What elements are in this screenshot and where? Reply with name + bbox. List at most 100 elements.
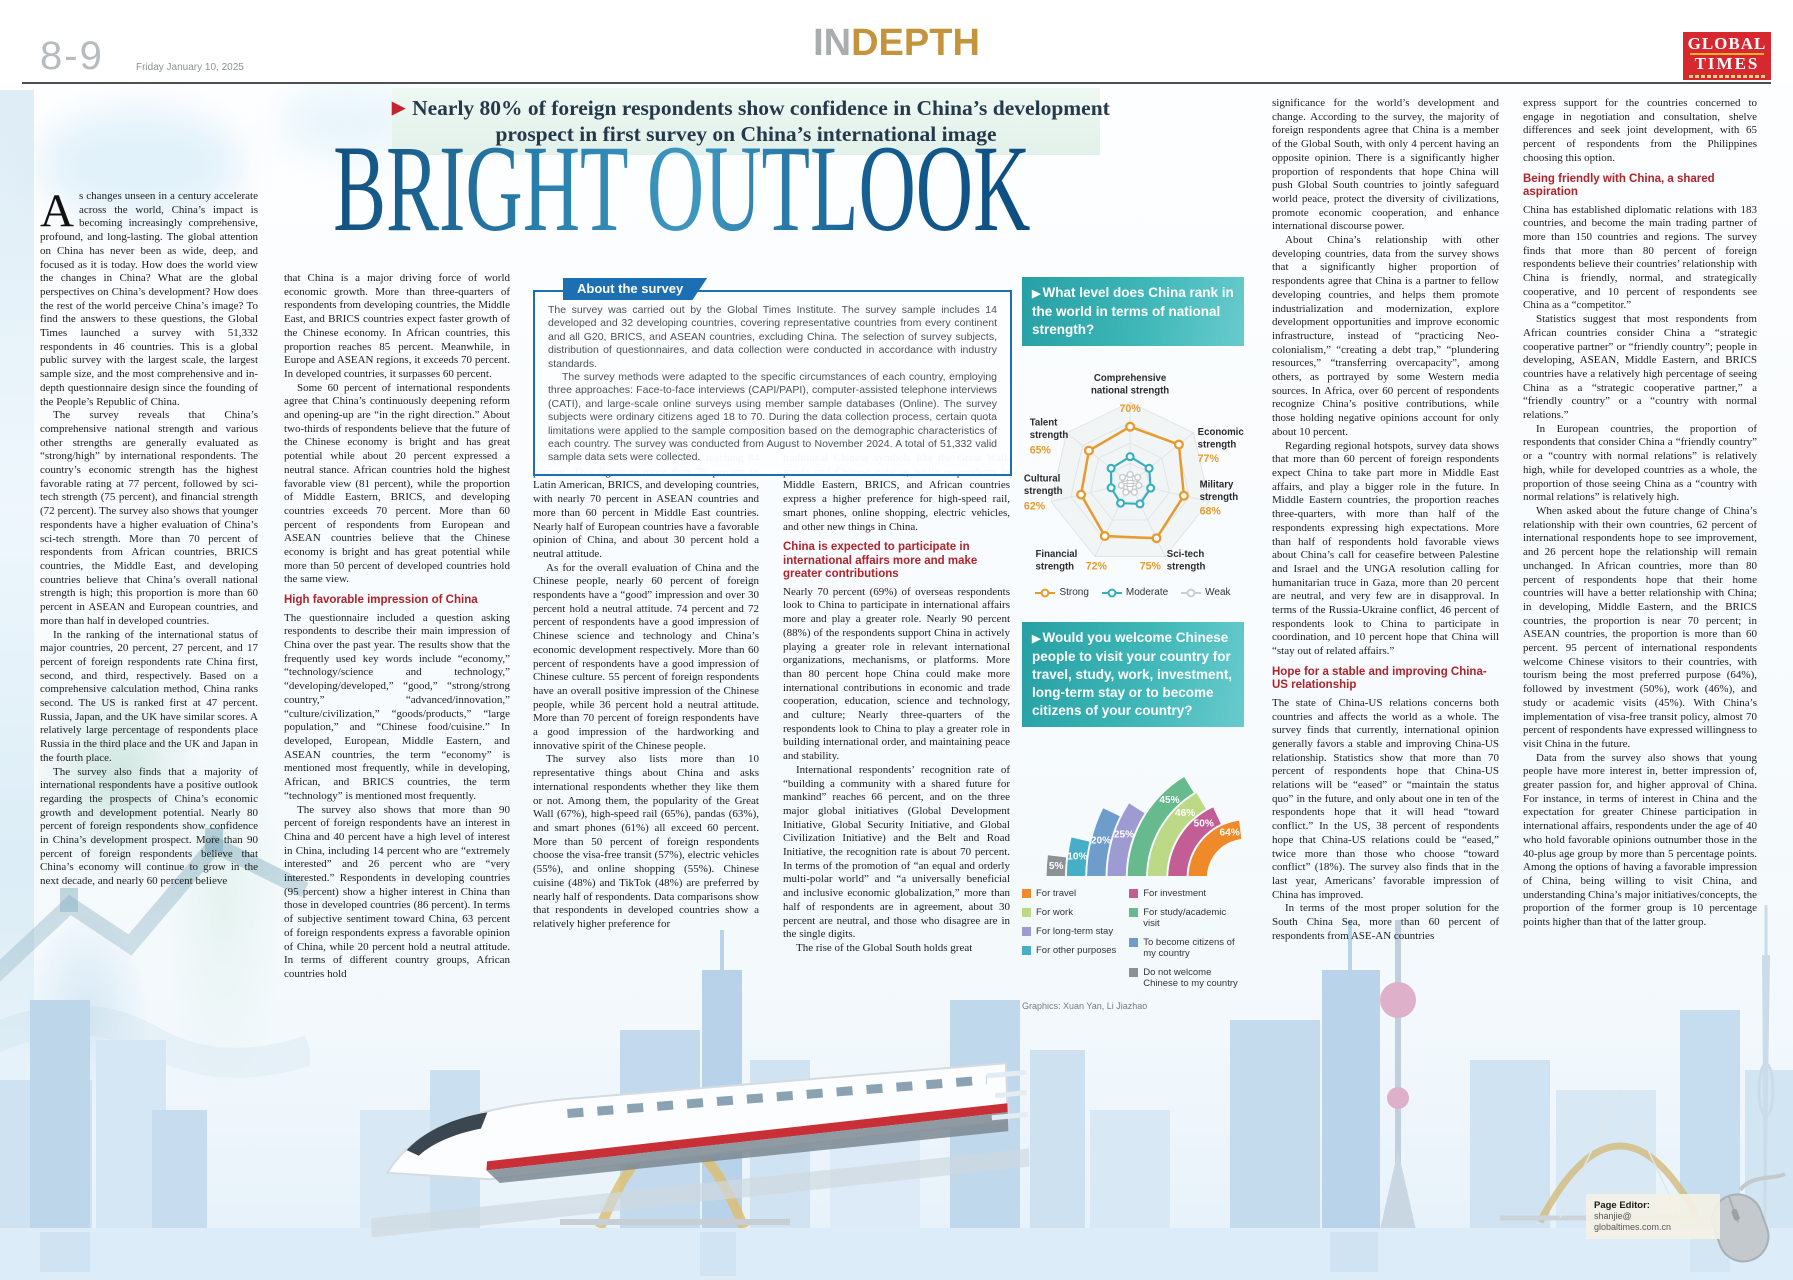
about-survey-box: About the survey The survey was carried … bbox=[533, 290, 1012, 476]
svg-text:Sci-tech: Sci-tech bbox=[1167, 549, 1205, 560]
paragraph: significance for the world’s development… bbox=[1272, 97, 1499, 233]
kicker-arrow-icon: ▶ bbox=[392, 98, 406, 117]
svg-text:72%: 72% bbox=[1086, 560, 1108, 572]
paragraph: In the ranking of the international stat… bbox=[40, 628, 258, 764]
svg-text:strength: strength bbox=[1024, 486, 1063, 497]
section-heading: High favorable impression of China bbox=[284, 594, 478, 607]
svg-text:Talent: Talent bbox=[1030, 418, 1058, 429]
section-title: INDEPTH bbox=[0, 22, 1793, 65]
section-heading: Hope for a stable and improving China-US… bbox=[1272, 665, 1487, 692]
article-column-3: the highest favorable view of China, rea… bbox=[533, 452, 759, 932]
infographics-panel: ▶ What level does China rank in the world… bbox=[1022, 277, 1244, 1011]
page-editor-email-2: globaltimes.com.cn bbox=[1594, 1222, 1672, 1232]
legend-item: For study/academic visit bbox=[1129, 907, 1244, 929]
train-windows bbox=[567, 1075, 987, 1119]
train-red-stripe bbox=[486, 1103, 1008, 1171]
paragraph: Data from the survey also shows that you… bbox=[1523, 751, 1757, 929]
logo-line1: GLOBAL bbox=[1687, 34, 1767, 53]
article-column-6: significance for the world’s development… bbox=[1272, 97, 1499, 943]
paragraph: The questionnaire included a question as… bbox=[284, 611, 510, 802]
chart-title-arrow-icon: ▶ bbox=[1032, 288, 1041, 300]
radar-legend-item: Strong bbox=[1035, 587, 1089, 598]
train-body bbox=[385, 1062, 1010, 1181]
publication-date: Friday January 10, 2025 bbox=[136, 62, 244, 73]
legend-swatch bbox=[1022, 889, 1031, 898]
water bbox=[0, 1228, 1793, 1280]
legend-item: Do not welcome Chinese to my country bbox=[1129, 967, 1244, 989]
paragraph: International respondents’ recognition r… bbox=[783, 763, 1010, 941]
paragraph: that China is a major driving force of w… bbox=[284, 272, 510, 380]
page-editor-box: Page Editor: shanjie@ globaltimes.com.cn bbox=[1586, 1194, 1720, 1239]
header-rule bbox=[22, 82, 1771, 84]
radar-legend: Strong Moderate Weak bbox=[1022, 587, 1244, 598]
reflections bbox=[40, 1232, 1730, 1276]
legend-swatch bbox=[1022, 908, 1031, 917]
svg-text:25%: 25% bbox=[1114, 830, 1134, 841]
paragraph: In European countries, the proportion of… bbox=[1523, 422, 1757, 504]
paragraph: express support for the countries concer… bbox=[1523, 97, 1757, 164]
paragraph: When asked about the future change of Ch… bbox=[1523, 504, 1757, 750]
headline-text: BRIGHT OUTLOOK bbox=[333, 118, 1030, 260]
svg-text:Military: Military bbox=[1200, 479, 1234, 490]
legend-item: For travel bbox=[1022, 888, 1119, 899]
legend-swatch bbox=[1129, 908, 1139, 917]
logo-line2: TIMES bbox=[1694, 54, 1760, 73]
legend-item: For work bbox=[1022, 907, 1119, 918]
svg-text:46%: 46% bbox=[1175, 808, 1195, 819]
speed-lines bbox=[986, 1070, 1028, 1121]
article-column-7: express support for the countries concer… bbox=[1523, 97, 1757, 930]
svg-text:strength: strength bbox=[1030, 430, 1069, 441]
legend-item: For long-term stay bbox=[1022, 926, 1119, 937]
paragraph: Some 60 percent of international respond… bbox=[284, 381, 510, 586]
svg-text:strength: strength bbox=[1200, 492, 1239, 503]
article-column-4: traditional Chinese symbols like the Gre… bbox=[783, 452, 1010, 956]
fan-chart: 64% 50%46% 45% 25%20% 10%5% bbox=[1046, 777, 1242, 876]
kicker-headline: ▶ Nearly 80% of foreign respondents show … bbox=[392, 88, 1110, 155]
svg-text:65%: 65% bbox=[1030, 445, 1052, 457]
svg-text:62%: 62% bbox=[1024, 501, 1046, 513]
chart-title-arrow-icon: ▶ bbox=[1032, 633, 1041, 645]
skyline-illustration bbox=[0, 850, 1793, 1280]
train-undercarriage bbox=[486, 1112, 1009, 1183]
section-title-depth: DEPTH bbox=[851, 22, 980, 64]
main-headline: BRIGHT OUTLOOK bbox=[256, 120, 1108, 257]
canton-tower bbox=[1757, 905, 1775, 1230]
paragraph: The survey reveals that China’s comprehe… bbox=[40, 409, 258, 627]
watercolor-blob bbox=[40, 110, 240, 220]
legend-swatch bbox=[1022, 946, 1031, 955]
svg-text:10%: 10% bbox=[1067, 852, 1087, 863]
mouse-illustration bbox=[1711, 1172, 1786, 1263]
fan-legend-column: For travel For work For long-term stay For … bbox=[1022, 888, 1119, 997]
drop-cap: A bbox=[40, 185, 74, 237]
page-editor-label: Page Editor: bbox=[1594, 1200, 1650, 1211]
paragraph: Nearly 70 percent (69%) of overseas resp… bbox=[783, 585, 1010, 763]
legend-swatch bbox=[1129, 889, 1139, 898]
svg-text:Cultural: Cultural bbox=[1024, 474, 1060, 485]
svg-text:national strength: national strength bbox=[1091, 386, 1169, 397]
fan-legend: For travel For work For long-term stay For … bbox=[1022, 888, 1244, 997]
fan-chart-title: Would you welcome Chinese people to visi… bbox=[1032, 630, 1233, 718]
about-paragraph-2: The survey methods were adapted to the s… bbox=[548, 371, 997, 464]
paragraph: China has established diplomatic relatio… bbox=[1523, 203, 1757, 312]
logo-divider bbox=[1690, 53, 1764, 55]
radar-legend-item: Moderate bbox=[1101, 587, 1168, 598]
fan-chart-title-box: ▶ Would you welcome Chinese people to vis… bbox=[1022, 622, 1244, 727]
paragraph: Regarding regional hotspots, survey data… bbox=[1272, 439, 1499, 658]
page-number: 8-9 bbox=[40, 34, 104, 78]
fan-legend-column: For investment For study/academic visit To… bbox=[1129, 888, 1244, 997]
legend-swatch bbox=[1129, 938, 1139, 947]
legend-swatch bbox=[1129, 968, 1139, 977]
legend-item: For investment bbox=[1129, 888, 1244, 899]
logo-tagline-rule bbox=[1689, 75, 1765, 78]
paragraph: The survey also finds that a majority of… bbox=[40, 765, 258, 888]
radar-legend-item: Weak bbox=[1181, 587, 1231, 598]
radar-chart-title: What level does China rank in the world … bbox=[1032, 285, 1234, 337]
svg-text:Financial: Financial bbox=[1036, 549, 1078, 560]
globaltimes-logo: GLOBAL TIMES bbox=[1683, 32, 1771, 80]
train-windshield bbox=[406, 1112, 488, 1156]
svg-text:Economic: Economic bbox=[1198, 427, 1244, 438]
svg-text:75%: 75% bbox=[1140, 560, 1162, 572]
svg-text:strength: strength bbox=[1167, 561, 1206, 572]
